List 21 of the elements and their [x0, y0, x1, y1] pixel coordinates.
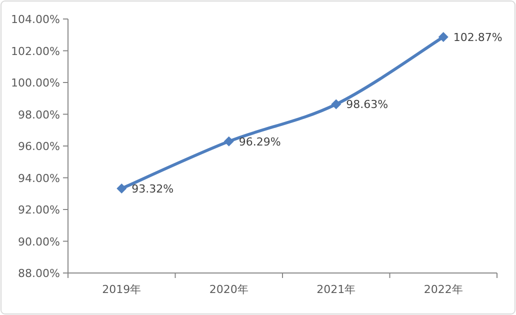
y-tick-label: 90.00%	[18, 235, 60, 248]
data-label: 93.32%	[132, 182, 174, 196]
point	[224, 136, 234, 146]
data-label: 98.63%	[346, 98, 388, 112]
point	[438, 32, 448, 42]
y-tick-label: 88.00%	[18, 267, 60, 280]
x-tick-label: 2021年	[316, 283, 356, 296]
point	[331, 99, 342, 110]
y-tick-label: 102.00%	[11, 44, 60, 58]
data-label: 102.87%	[453, 30, 502, 44]
x-tick-label: 2019年	[102, 283, 142, 296]
y-tick-label: 94.00%	[18, 172, 60, 185]
data-label: 96.29%	[238, 135, 281, 148]
y-tick-label: 96.00%	[18, 140, 60, 153]
x-tick-label: 2020年	[209, 283, 248, 296]
x-tick-label: 2022年	[424, 283, 463, 296]
point	[116, 184, 127, 194]
y-tick-label: 92.00%	[18, 204, 60, 216]
y-tick-label: 104.00%	[11, 13, 60, 26]
y-tick-label: 100.00%	[11, 76, 60, 90]
y-tick-label: 98.00%	[18, 108, 60, 122]
